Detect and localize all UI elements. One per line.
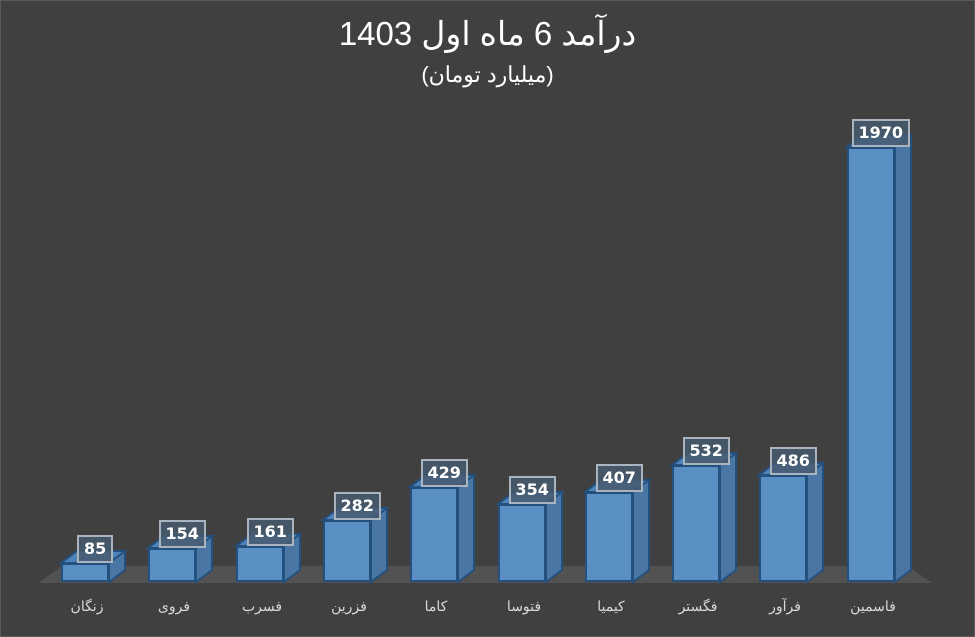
x-axis-label: کیمیا — [597, 598, 625, 614]
data-label: 486 — [769, 447, 817, 475]
bar-front-face — [148, 548, 196, 582]
bar-front-face — [847, 147, 895, 582]
data-label: 354 — [508, 476, 556, 504]
chart-subtitle: (میلیارد تومان) — [421, 62, 554, 87]
bar-front-face — [759, 475, 807, 582]
data-label: 1970 — [851, 119, 911, 147]
x-axis-label: فسرب — [241, 598, 283, 614]
chart-title: درآمد 6 ماه اول 1403 — [338, 15, 637, 52]
x-axis-label: فزرین — [331, 598, 367, 614]
data-label: 532 — [682, 437, 730, 465]
x-axis-label: زنگان — [70, 598, 104, 614]
x-axis-label: فروی — [157, 598, 191, 614]
data-label: 282 — [333, 492, 381, 520]
x-axis-label: فاسمین — [850, 598, 896, 614]
bar-front-face — [236, 546, 284, 582]
x-axis-label: فرآور — [769, 598, 801, 614]
bar-front-face — [585, 492, 633, 582]
x-axis-label: فتوسا — [506, 598, 542, 614]
data-label: 429 — [420, 459, 468, 487]
bar-front-face — [323, 520, 371, 582]
data-label: 154 — [158, 520, 206, 548]
bar-front-face — [61, 563, 109, 582]
data-label: 161 — [246, 518, 294, 546]
bar-front-face — [672, 465, 720, 582]
x-axis-label: فگستر — [678, 598, 718, 614]
data-label: 407 — [595, 464, 643, 492]
data-label: 85 — [77, 535, 114, 563]
bar-front-face — [410, 487, 458, 582]
x-axis-label: کاما — [424, 598, 448, 614]
bar-front-face — [498, 504, 546, 582]
